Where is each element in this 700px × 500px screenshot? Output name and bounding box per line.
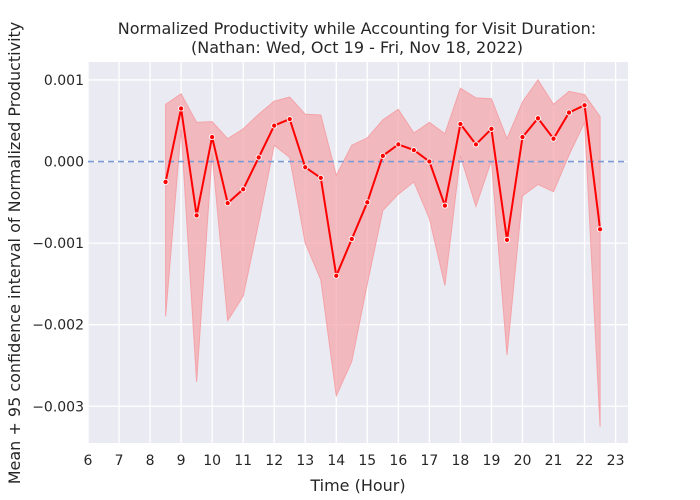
x-tick-label: 18 [451, 453, 469, 469]
data-point [255, 154, 262, 161]
data-point [364, 199, 371, 206]
x-tick-label: 10 [203, 453, 221, 469]
x-tick-label: 15 [358, 453, 376, 469]
data-point [379, 152, 386, 159]
y-tick-label: −0.002 [32, 318, 84, 334]
x-tick-label: 8 [146, 453, 155, 469]
data-point-layer [162, 102, 604, 279]
data-point [519, 134, 526, 141]
data-point [426, 158, 433, 165]
y-tick-label: 0.000 [44, 155, 84, 171]
x-tick-label: 11 [234, 453, 252, 469]
x-tick-label: 22 [576, 453, 594, 469]
data-point [240, 186, 247, 193]
data-point [488, 125, 495, 132]
data-point [597, 226, 604, 233]
data-point [193, 212, 200, 219]
x-tick-label: 13 [296, 453, 314, 469]
x-tick-label: 20 [514, 453, 532, 469]
data-point [457, 120, 464, 128]
y-tick-label: −0.001 [32, 236, 84, 252]
data-point [302, 164, 309, 171]
data-point [178, 105, 185, 112]
x-tick-label: 12 [265, 453, 283, 469]
x-tick-label: 16 [389, 453, 407, 469]
y-axis-label: Mean + 95 confidence interval of Normali… [5, 22, 24, 485]
confidence-band-layer [165, 78, 601, 427]
data-point [333, 272, 340, 279]
data-point [348, 235, 355, 243]
data-point [395, 141, 402, 148]
confidence-band [165, 78, 601, 427]
y-tick-label: 0.001 [44, 73, 84, 89]
y-tick-label: −0.003 [32, 399, 84, 415]
data-point [472, 141, 479, 148]
data-point [565, 109, 573, 116]
x-tick-labels: 6 7 8 9 10 11 12 13 14 15 16 17 18 19 20 21 22 23 [84, 453, 625, 469]
data-point [441, 202, 448, 209]
data-point [271, 122, 278, 129]
x-axis-label: Time (Hour) [309, 476, 405, 495]
data-point [317, 174, 324, 181]
data-point [581, 102, 588, 109]
x-tick-label: 23 [607, 453, 625, 469]
x-tick-label: 19 [483, 453, 501, 469]
chart-title-line-2: (Nathan: Wed, Oct 19 - Fri, Nov 18, 2022… [191, 38, 523, 57]
data-point [550, 135, 557, 142]
data-point [286, 116, 293, 123]
data-point [224, 200, 231, 207]
data-point [503, 236, 511, 243]
x-tick-label: 14 [327, 453, 345, 469]
x-tick-label: 17 [420, 453, 438, 469]
data-point [534, 115, 542, 122]
data-point [162, 178, 169, 185]
x-tick-label: 21 [545, 453, 563, 469]
x-tick-label: 9 [177, 453, 186, 469]
chart-title-line-1: Normalized Productivity while Accounting… [118, 19, 596, 38]
x-tick-label: 7 [115, 453, 124, 469]
data-point [209, 134, 216, 141]
y-tick-labels: −0.003 −0.002 −0.001 0.000 0.001 [32, 73, 84, 415]
x-tick-label: 6 [84, 453, 93, 469]
data-point [410, 147, 417, 154]
